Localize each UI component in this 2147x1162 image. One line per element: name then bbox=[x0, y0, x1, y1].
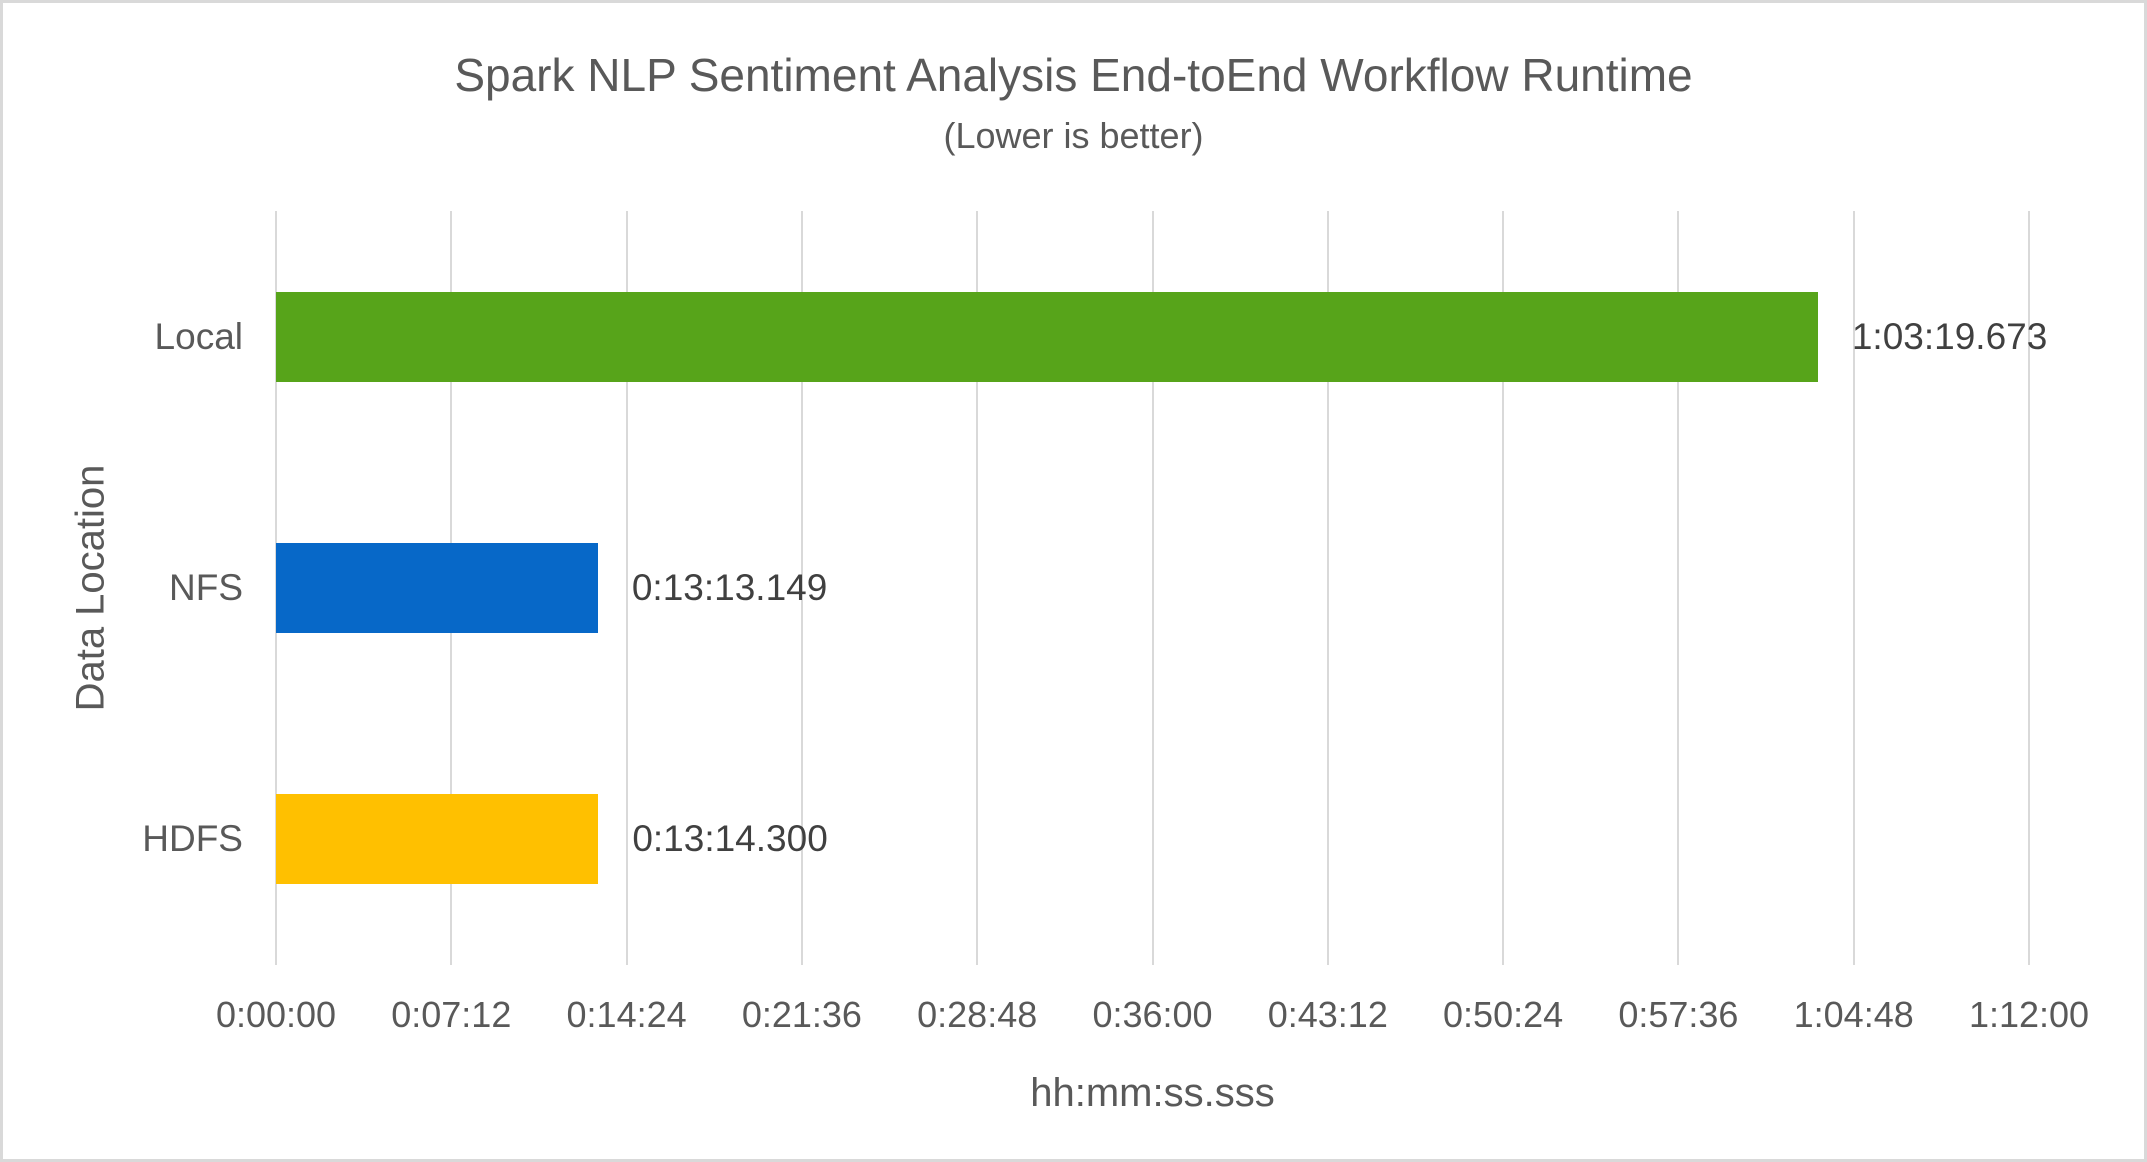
bar-nfs bbox=[276, 543, 598, 633]
x-tick-label: 0:07:12 bbox=[391, 994, 512, 1035]
x-tick-label: 0:14:24 bbox=[566, 994, 687, 1035]
x-tick-label: 0:28:48 bbox=[917, 994, 1038, 1035]
bar-value-label-nfs: 0:13:13.149 bbox=[631, 567, 828, 608]
x-tick-label: 1:12:00 bbox=[1968, 994, 2090, 1035]
x-tick-label: 0:50:24 bbox=[1443, 994, 1564, 1035]
gridline bbox=[1852, 211, 1855, 965]
gridline bbox=[1151, 211, 1154, 965]
gridline bbox=[800, 211, 803, 965]
x-axis-ticks: 0:00:00 0:07:12 0:14:24 0:21:36 0:28:48 0:36:… bbox=[216, 994, 2089, 1037]
bar-hdfs bbox=[276, 794, 599, 885]
x-tick-label: 1:04:48 bbox=[1793, 994, 1914, 1035]
x-tick-label: 0:43:12 bbox=[1267, 994, 1388, 1035]
x-axis-title: hh:mm:ss.sss bbox=[1030, 1071, 1275, 1115]
bar-value-label-hdfs: 0:13:14.300 bbox=[632, 818, 828, 860]
gridline bbox=[1502, 211, 1505, 965]
x-tick-label: 0:21:36 bbox=[741, 994, 862, 1035]
chart-title: Spark NLP Sentiment Analysis End-toEnd W… bbox=[454, 49, 1693, 101]
x-tick-label: 0:57:36 bbox=[1618, 994, 1739, 1035]
gridline bbox=[2028, 211, 2030, 965]
gridline bbox=[625, 211, 628, 965]
x-tick-label: 0:00:00 bbox=[215, 994, 337, 1035]
category-label-local: Local bbox=[154, 315, 243, 357]
category-label-hdfs: HDFS bbox=[142, 818, 243, 860]
gridline bbox=[976, 211, 979, 965]
bar-value-label-local: 1:03:19.673 bbox=[1851, 315, 2048, 357]
x-tick-label: 0:36:00 bbox=[1092, 994, 1213, 1035]
chart-subtitle: (Lower is better) bbox=[943, 115, 1204, 156]
gridline bbox=[1677, 211, 1680, 965]
gridline bbox=[1326, 211, 1329, 965]
category-label-nfs: NFS bbox=[169, 567, 243, 608]
bar-local bbox=[276, 291, 1818, 382]
plot-area: 1:03:19.673 0:13:13.149 0:13:14.300 bbox=[275, 211, 2047, 965]
category-axis: Local NFS HDFS bbox=[3, 3, 2144, 1159]
